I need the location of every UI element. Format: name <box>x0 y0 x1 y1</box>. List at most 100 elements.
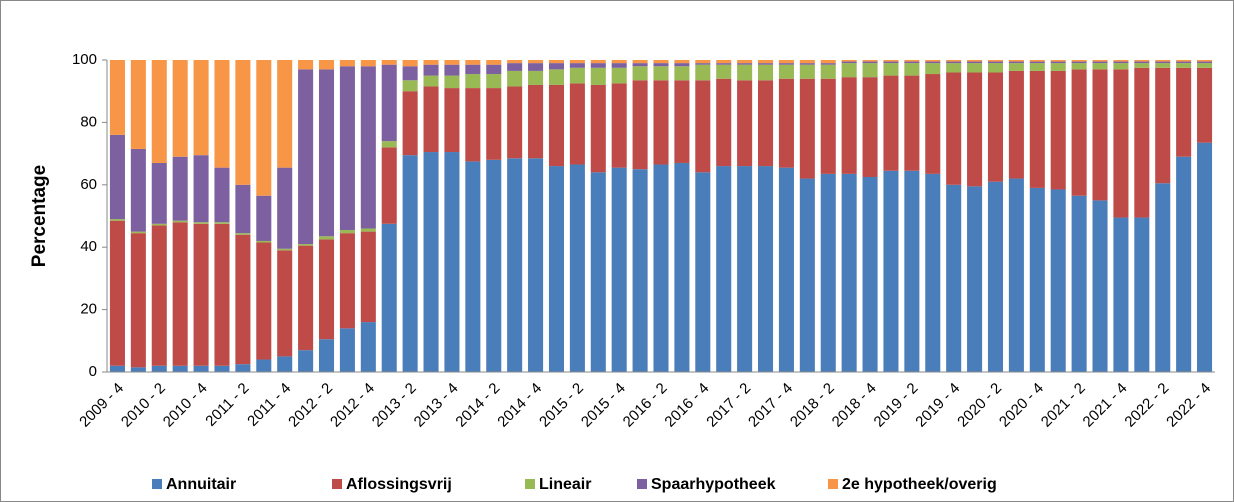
bar-segment <box>172 220 188 223</box>
bar-segment <box>1134 63 1150 68</box>
bar-segment <box>109 219 125 221</box>
bar-segment <box>778 167 794 372</box>
bar-segment <box>1008 60 1024 62</box>
bar-segment <box>318 60 335 70</box>
bar-segment <box>987 181 1004 372</box>
bar-segment <box>1155 61 1171 64</box>
bar-segment <box>883 63 899 76</box>
bar-segment <box>1092 61 1108 64</box>
bar-segment <box>1155 183 1171 372</box>
bar-segment <box>381 64 397 142</box>
bar-segment <box>423 60 439 65</box>
bar-segment <box>1050 60 1066 62</box>
bar-segment <box>172 365 188 372</box>
bar-segment <box>423 64 439 76</box>
bar-segment <box>318 239 335 340</box>
bar-segment <box>298 69 314 245</box>
bar-segment <box>737 166 753 372</box>
bar-segment <box>1113 69 1129 218</box>
legend-swatch <box>525 479 535 489</box>
bar-segment <box>339 66 355 231</box>
bar-segment <box>799 64 815 79</box>
bar-segment <box>820 173 836 372</box>
bar-segment <box>277 248 293 251</box>
bar-segment <box>360 66 376 229</box>
bar-segment <box>778 64 794 79</box>
bar-segment <box>151 60 167 163</box>
bar-segment <box>799 78 815 179</box>
bar-segment <box>1071 61 1087 64</box>
bar-segment <box>862 60 878 62</box>
bar-segment <box>109 365 125 372</box>
bar-segment <box>507 60 523 64</box>
bar-segment <box>1155 60 1171 62</box>
bar-segment <box>130 231 146 234</box>
bar-segment <box>507 158 523 372</box>
bar-segment <box>235 184 251 234</box>
bar-segment <box>946 184 962 372</box>
bar-segment <box>632 60 648 64</box>
bar-segment <box>465 64 481 75</box>
y-axis-label: Percentage <box>29 165 50 267</box>
bar-segment <box>298 350 314 372</box>
bar-segment <box>674 66 690 81</box>
bar-segment <box>1134 67 1150 218</box>
bar-segment <box>256 195 272 241</box>
bar-segment <box>611 63 627 68</box>
bar-segment <box>590 60 606 64</box>
bar-segment <box>151 365 167 372</box>
bar-segment <box>653 164 669 372</box>
bar-segment <box>298 245 314 351</box>
bar-segment <box>151 162 167 224</box>
bar-segment <box>904 60 920 62</box>
bar-segment <box>339 233 355 329</box>
bar-segment <box>1092 63 1108 70</box>
bar-segment <box>172 156 188 221</box>
bar-segment <box>172 222 188 366</box>
bar-segment <box>611 83 627 168</box>
bar-segment <box>967 60 983 62</box>
bar-segment <box>1050 189 1066 372</box>
bar-segment <box>277 356 293 372</box>
bar-segment <box>925 60 941 62</box>
bar-segment <box>235 364 251 372</box>
bar-segment <box>799 178 815 372</box>
bar-segment <box>298 60 314 70</box>
bar-segment <box>569 83 585 165</box>
bar-segment <box>883 75 899 171</box>
bar-segment <box>381 141 397 148</box>
bar-segment <box>987 72 1004 182</box>
bar-segment <box>548 84 564 167</box>
legend-swatch <box>637 479 647 489</box>
bar-segment <box>1176 67 1192 157</box>
bar-segment <box>695 63 711 65</box>
legend-label: Aflossingsvrij <box>346 476 452 493</box>
bar-segment <box>444 64 460 76</box>
bar-segment <box>381 147 397 224</box>
bar-segment <box>339 60 355 67</box>
bar-segment <box>883 61 899 64</box>
bar-segment <box>528 63 544 71</box>
bar-segment <box>1050 61 1066 64</box>
bar-segment <box>193 60 209 156</box>
bar-segment <box>109 60 125 135</box>
bar-segment <box>758 64 774 81</box>
bar-segment <box>820 64 836 79</box>
bar-segment <box>590 172 606 372</box>
bar-segment <box>423 86 439 153</box>
bar-segment <box>235 60 251 185</box>
legend-label: Spaarhypotheek <box>651 476 776 493</box>
bar-segment <box>967 186 983 372</box>
bar-segment <box>381 60 397 65</box>
bar-segment <box>277 167 293 249</box>
bar-segment <box>486 60 502 65</box>
bar-segment <box>193 155 209 223</box>
bar-segment <box>611 167 627 372</box>
bar-segment <box>632 80 648 170</box>
bar-segment <box>758 60 774 64</box>
bar-segment <box>841 77 857 174</box>
bar-segment <box>716 60 732 64</box>
bar-segment <box>1176 60 1192 62</box>
bar-segment <box>653 63 669 67</box>
